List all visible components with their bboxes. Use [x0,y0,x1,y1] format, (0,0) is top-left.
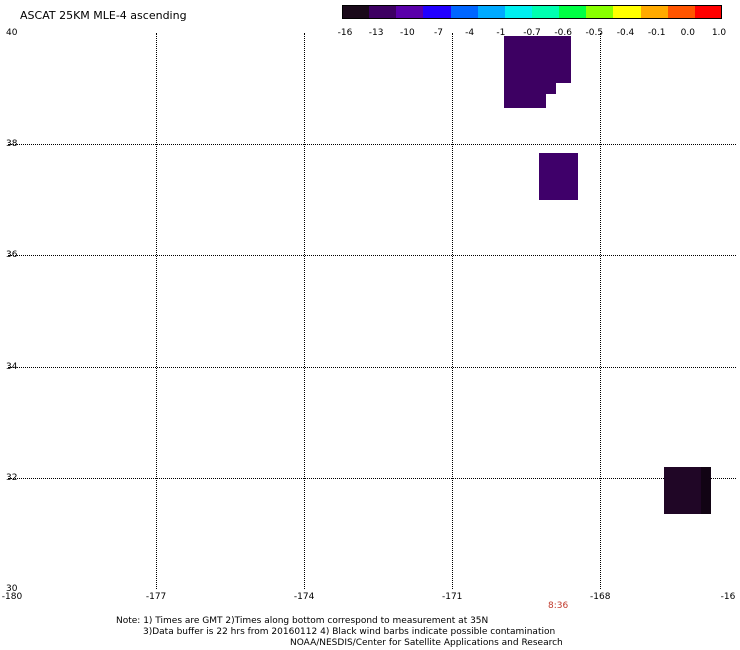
latitude-gridline [8,144,736,146]
note-line-2: 3)Data buffer is 22 hrs from 20160112 4)… [143,627,556,637]
time-marker: 8:36 [548,601,569,611]
map-plot-area [8,33,736,589]
colorbar-segment [559,5,587,19]
colorbar-tick-label: -13 [368,28,384,38]
colorbar-frame [342,5,722,19]
colorbar-tick-label: -7 [434,28,443,38]
longitude-label: -177 [145,592,167,602]
colorbar-segment [342,5,370,19]
longitude-gridline [452,33,454,589]
longitude-label: -171 [441,592,463,602]
map-title: ASCAT 25KM MLE-4 ascending [20,9,187,22]
colorbar-tick-label: -0.1 [647,28,666,38]
colorbar-tick-label: -10 [399,28,415,38]
colorbar-tick-label: -0.7 [523,28,541,38]
colorbar-segment [423,5,452,19]
colorbar-segment [667,5,696,19]
latitude-label: 40 [6,28,18,38]
wind-data-cell-north-c [504,94,546,109]
colorbar-segment [532,5,560,19]
colorbar-segment [450,5,479,19]
latitude-gridline [8,255,736,257]
longitude-gridline [156,33,158,589]
colorbar-segment [504,5,533,19]
note-line-3: NOAA/NESDIS/Center for Satellite Applica… [290,638,563,648]
longitude-label: -16 [720,592,736,602]
wind-data-cell-north-b [504,83,556,95]
colorbar-tick-label: 1.0 [711,28,727,38]
longitude-label: -174 [293,592,315,602]
longitude-gridline [600,33,602,589]
longitude-label: -168 [590,592,611,602]
wind-data-cell-north-a [504,35,571,84]
colorbar-segment [640,5,669,19]
longitude-gridline [304,33,306,589]
colorbar-tick-label: -1 [496,28,506,38]
latitude-gridline [8,366,736,368]
colorbar-tick-label: -0.6 [554,28,572,38]
latitude-gridline [8,477,736,479]
wind-data-cell-south [664,466,707,514]
colorbar-segment [369,5,397,19]
colorbar-segment [396,5,424,19]
longitude-label: -180 [1,592,23,602]
colorbar-tick-label: 0.0 [680,28,695,38]
colorbar-segment [586,5,614,19]
colorbar-segment [694,5,723,19]
colorbar-tick-label: -0.5 [585,28,604,38]
colorbar-tick-label: -4 [465,28,475,38]
latitude-label: 30 [6,584,18,594]
colorbar-segment [613,5,642,19]
wind-data-cell-middle [538,152,579,200]
colorbar-segment [477,5,506,19]
wind-data-cell-south-edge [701,466,712,514]
colorbar-tick-label: -16 [337,28,353,38]
colorbar-tick-label: -0.4 [616,28,635,38]
note-line-1: Note: 1) Times are GMT 2)Times along bot… [116,616,489,626]
